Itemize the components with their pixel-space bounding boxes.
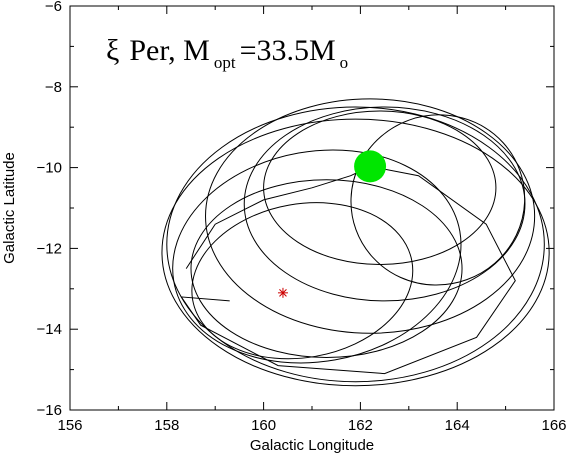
y-tick-label: −6 xyxy=(45,0,62,15)
marker-group xyxy=(277,150,387,298)
orbit-ellipse xyxy=(172,149,462,364)
x-tick-label: 162 xyxy=(348,417,373,434)
x-axis-title: Galactic Longitude xyxy=(250,437,374,454)
orbit-ellipse xyxy=(190,179,463,358)
x-tick-label: 164 xyxy=(445,417,470,434)
y-tick-label: −14 xyxy=(37,321,62,338)
orbit-ellipse xyxy=(161,118,550,387)
y-tick-label: −8 xyxy=(45,79,62,96)
annotation-sub1: opt xyxy=(214,53,236,72)
annotation-text: Per, M xyxy=(129,34,209,67)
x-tick-label: 166 xyxy=(541,417,566,434)
reference-asterisk-marker xyxy=(277,287,288,298)
y-tick-label: −16 xyxy=(37,402,62,419)
y-tick-label: −12 xyxy=(37,240,62,257)
annotation-symbol: ξ xyxy=(106,34,119,67)
orbit-ellipse xyxy=(191,202,414,360)
orbit-ellipse xyxy=(205,98,536,334)
orbit-ellipse xyxy=(166,106,545,383)
y-tick-label: −10 xyxy=(37,160,62,177)
tick-group: 156 158 160 162 164 166 −6 −8 −10 −12 −14 −16 xyxy=(37,0,567,434)
asterisk-stroke xyxy=(279,288,287,297)
y-axis-title: Galactic Latitude xyxy=(1,152,18,264)
current-position-marker xyxy=(354,150,387,183)
x-tick-label: 160 xyxy=(251,417,276,434)
orbit-group xyxy=(161,98,550,387)
chart-annotation: ξ Per, M opt =33.5M o xyxy=(106,34,348,72)
annotation-sub2: o xyxy=(340,53,349,72)
annotation-middle: =33.5M xyxy=(240,34,336,67)
x-tick-label: 158 xyxy=(154,417,179,434)
trajectory-line xyxy=(180,165,516,375)
orbit-ellipse xyxy=(350,114,526,286)
x-tick-label: 156 xyxy=(57,417,82,434)
